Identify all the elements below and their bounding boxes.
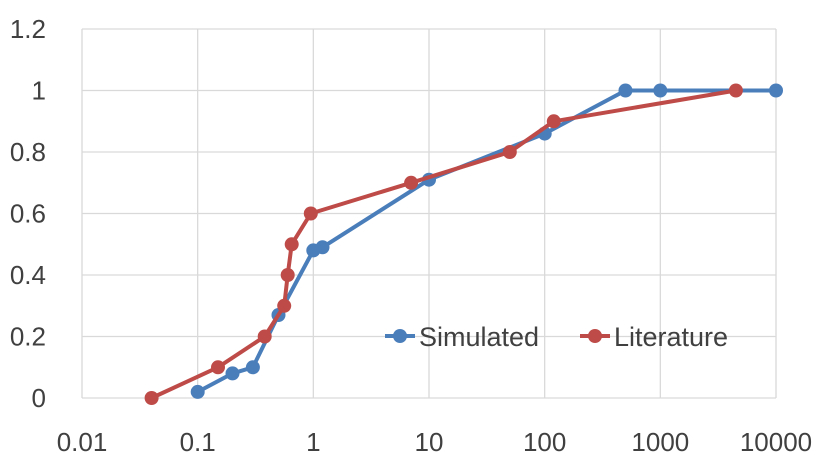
y-tick-label: 0.2 <box>10 322 46 352</box>
x-tick-label: 100 <box>523 427 566 457</box>
data-point-simulated <box>245 360 260 375</box>
y-tick-label: 1 <box>32 76 46 106</box>
data-point-literature <box>728 83 743 98</box>
data-point-literature <box>257 329 272 344</box>
data-point-simulated <box>769 83 783 98</box>
legend-simulated-label: Simulated <box>419 322 539 352</box>
data-point-literature <box>144 391 159 405</box>
data-point-literature <box>280 268 295 282</box>
x-tick-label: 0.1 <box>180 427 216 457</box>
y-tick-label: 0.8 <box>10 137 46 167</box>
data-point-literature <box>303 206 318 221</box>
data-point-literature <box>211 360 225 375</box>
y-tick-label: 0.4 <box>10 260 46 290</box>
x-tick-label: 10 <box>415 427 444 457</box>
data-point-literature <box>277 298 292 313</box>
data-point-literature <box>404 175 419 190</box>
x-tick-label: 1 <box>306 427 320 457</box>
y-tick-label: 1.2 <box>10 14 46 44</box>
data-point-simulated <box>315 240 330 255</box>
legend: Simulated Literature <box>385 322 728 352</box>
data-point-literature <box>284 237 299 252</box>
series-simulated <box>190 83 783 399</box>
legend-literature-label: Literature <box>614 322 728 352</box>
data-point-simulated <box>225 366 240 381</box>
y-tick-label: 0.6 <box>10 199 46 229</box>
x-tick-label: 1000 <box>631 427 689 457</box>
data-point-literature <box>546 114 561 129</box>
data-point-literature <box>502 145 517 159</box>
data-point-simulated <box>190 384 205 399</box>
tick-labels: 0.01 0.1 1 10 100 1000 10000 0 0.2 0.4 0.6 0.8 1 1.2 <box>10 14 812 457</box>
legend-literature-marker <box>588 329 602 343</box>
y-tick-label: 0 <box>32 383 46 413</box>
x-tick-label: 0.01 <box>57 427 108 457</box>
series-literature <box>144 83 743 405</box>
legend-simulated-marker <box>393 329 407 343</box>
series-layer <box>144 83 783 405</box>
x-tick-label: 10000 <box>740 427 812 457</box>
data-point-simulated <box>618 83 633 98</box>
data-point-simulated <box>653 83 668 98</box>
